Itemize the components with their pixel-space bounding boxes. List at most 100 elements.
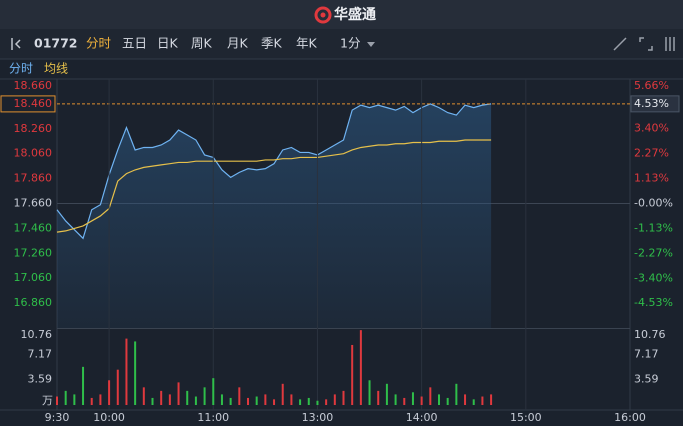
tab[interactable]: 月K [227, 36, 249, 51]
volume-bar [351, 344, 354, 405]
x-tick-label: 11:00 [197, 411, 229, 424]
volume-bar [281, 383, 284, 405]
volume-tick-label: 10.76 [634, 328, 666, 341]
y-tick-label: 18.260 [14, 122, 53, 135]
volume-bar [194, 396, 197, 405]
volume-bar [151, 397, 154, 405]
price-line [56, 103, 492, 240]
volume-bar [325, 399, 328, 405]
toolbar [0, 29, 683, 59]
x-tick-label: 9:30 [45, 411, 70, 424]
volume-bar [73, 394, 76, 405]
volume-bar [229, 397, 232, 405]
volume-bar [186, 390, 189, 405]
volume-bar [125, 338, 128, 405]
tool-icons[interactable] [613, 37, 675, 51]
volume-bar [490, 394, 493, 405]
volume-bar [403, 397, 406, 405]
y2-tick-label: 4.53% [634, 97, 669, 110]
y-tick-label: 16.860 [14, 296, 53, 309]
header-bar [0, 0, 683, 29]
legend-entry: 分时 [9, 62, 33, 76]
tab[interactable]: 分时 [86, 36, 112, 51]
volume-bar [116, 369, 119, 405]
volume-bar [220, 394, 223, 405]
volume-tick-label: 7.17 [634, 347, 659, 360]
volume-bar [64, 390, 67, 405]
back-icon[interactable] [11, 38, 21, 50]
average-line [56, 139, 492, 233]
volume-bar [299, 399, 302, 405]
volume-bar [420, 396, 423, 405]
volume-bar [455, 383, 458, 405]
y2-tick-label: -2.27% [634, 246, 673, 259]
y-tick-label: 17.460 [14, 221, 53, 234]
volume-bar [212, 378, 215, 405]
volume-tick-label: 3.59 [634, 373, 659, 386]
volume-bar [342, 390, 345, 405]
y-tick-label: 17.660 [14, 197, 53, 210]
y-tick-label: 17.860 [14, 172, 53, 185]
volume-tick-label: 3.59 [28, 373, 53, 386]
volume-bar [238, 387, 241, 405]
volume-bar [90, 397, 93, 405]
y-tick-label: 18.060 [14, 147, 53, 160]
volume-bar [481, 396, 484, 405]
y-tick-label: 17.060 [14, 271, 53, 284]
tab[interactable]: 日K [157, 36, 179, 51]
x-tick-label: 10:00 [93, 411, 125, 424]
current-price-box [0, 95, 56, 113]
volume-bar [273, 399, 276, 405]
volume-bar [247, 397, 249, 405]
volume-bar [203, 387, 206, 405]
logo-text: 华盛通 [334, 6, 376, 23]
y2-tick-label: -1.13% [634, 221, 673, 234]
volume-bar [385, 383, 388, 405]
y2-tick-label: 3.40% [634, 122, 669, 135]
volume-bar [160, 390, 163, 405]
volume-bar [168, 394, 171, 405]
volume-bar [446, 397, 449, 405]
y-tick-label: 18.460 [14, 97, 53, 110]
volume-bar [464, 394, 467, 405]
volume-bar [394, 394, 397, 405]
tab[interactable]: 周K [191, 36, 213, 51]
y2-tick-label: -4.53% [634, 296, 673, 309]
y2-tick-label: 2.27% [634, 147, 669, 160]
volume-tick-label: 7.17 [28, 347, 53, 360]
y-tick-label: 17.260 [14, 246, 53, 259]
y2-tick-label: -3.40% [634, 271, 673, 284]
volume-tick-label: 10.76 [21, 328, 53, 341]
x-tick-label: 16:00 [614, 411, 646, 424]
tab[interactable]: 季K [261, 36, 283, 51]
volume-unit: 万 [42, 394, 53, 407]
volume-bar [134, 341, 137, 405]
volume-bar [99, 394, 102, 405]
volume-bar [472, 399, 475, 405]
logo-icon [314, 6, 332, 24]
legend-entry: 均线 [44, 62, 68, 76]
x-tick-label: 14:00 [406, 411, 438, 424]
volume-bar [290, 394, 293, 405]
volume-bar [177, 382, 180, 405]
volume-bar [368, 380, 371, 405]
volume-bar [429, 387, 432, 405]
y2-tick-label: 5.66% [634, 79, 669, 92]
tab[interactable]: 年K [296, 36, 318, 51]
x-tick-label: 15:00 [510, 411, 542, 424]
volume-bar [264, 394, 267, 405]
volume-bar [438, 394, 440, 405]
x-tick-label: 13:00 [302, 411, 334, 424]
price-area [57, 103, 492, 329]
volume-bar [108, 380, 111, 405]
volume-bar [411, 392, 414, 405]
tab[interactable]: 五日 [122, 36, 147, 51]
volume-bar [316, 400, 319, 405]
volume-bar [359, 330, 362, 405]
y2-tick-label: 1.13% [634, 172, 669, 185]
dropdown-arrow[interactable] [367, 42, 375, 47]
interval-select[interactable]: 1分 [340, 36, 360, 51]
symbol: 01772 [34, 36, 78, 51]
volume-bar [377, 390, 380, 405]
